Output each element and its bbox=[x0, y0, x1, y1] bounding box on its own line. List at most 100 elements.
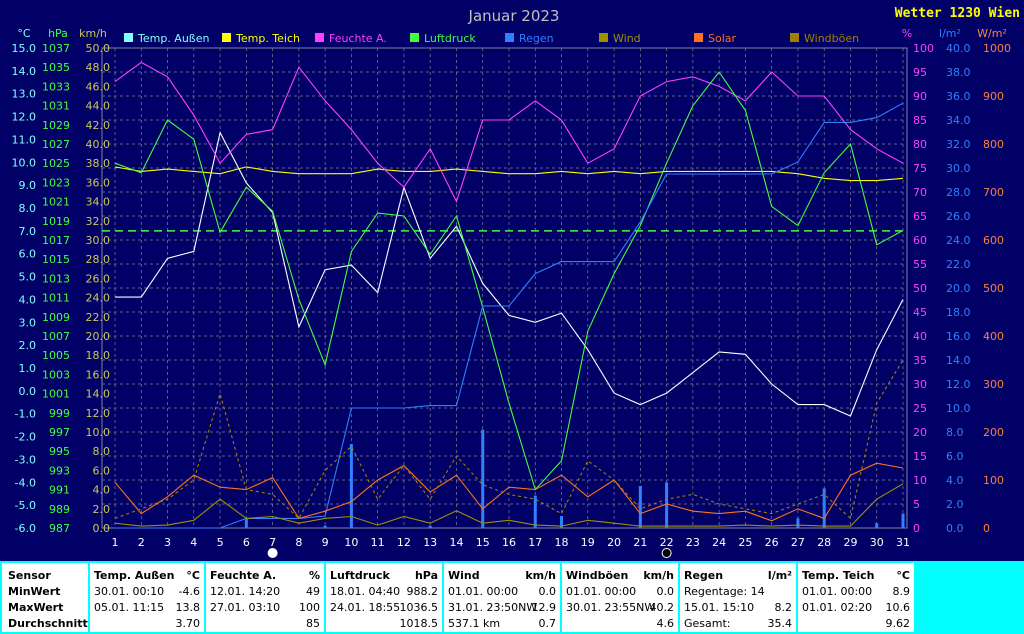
y-tick-label-wind_kmh: 10.0 bbox=[86, 426, 111, 439]
y-tick-label-wind_kmh: 44.0 bbox=[86, 100, 111, 113]
y-tick-label-temp_c: 11.0 bbox=[12, 133, 37, 146]
col-title: Temp. Außen bbox=[94, 569, 175, 582]
col-min-datetime: 12.01. 14:20 bbox=[210, 585, 281, 598]
y-tick-label-solar_wm2: 100 bbox=[983, 474, 1004, 487]
col-min-value: 8.9 bbox=[892, 585, 911, 598]
y-tick-label-rain_lm2: 20.0 bbox=[946, 282, 971, 295]
col-title: Temp. Teich bbox=[802, 569, 875, 582]
x-tick-label: 20 bbox=[607, 536, 621, 549]
x-tick-label: 7 bbox=[269, 536, 276, 549]
y-tick-label-temp_c: 8.0 bbox=[19, 202, 37, 215]
legend-label: Feuchte A. bbox=[329, 32, 387, 45]
rain-day-bar bbox=[481, 429, 485, 528]
legend-swatch bbox=[222, 33, 231, 42]
y-tick-label-temp_c: 1.0 bbox=[19, 362, 37, 375]
col-avg-value: 9.62 bbox=[885, 617, 911, 630]
col-title: Wind bbox=[448, 569, 480, 582]
col-avg-value: 0.7 bbox=[538, 617, 557, 630]
col-min-value: 49 bbox=[306, 585, 320, 598]
summary-col: Temp. Außen °C 30.01. 00:10 -4.6 05.01. 11:1… bbox=[90, 563, 204, 632]
y-tick-label-rain_lm2: 38.0 bbox=[946, 66, 971, 79]
y-tick-label-humidity_pct: 75 bbox=[913, 162, 927, 175]
col-min-datetime: 01.01. 00:00 bbox=[802, 585, 873, 598]
legend-label: Regen bbox=[519, 32, 554, 45]
y-tick-label-temp_c: 7.0 bbox=[19, 225, 37, 238]
x-tick-label: 12 bbox=[397, 536, 411, 549]
y-tick-label-solar_wm2: 600 bbox=[983, 234, 1004, 247]
x-tick-label: 4 bbox=[190, 536, 197, 549]
x-tick-label: 6 bbox=[243, 536, 250, 549]
y-tick-label-temp_c: 14.0 bbox=[12, 65, 37, 78]
label-min: MinWert bbox=[8, 585, 61, 598]
y-tick-label-pressure_hpa: 1025 bbox=[42, 157, 70, 170]
y-tick-label-pressure_hpa: 1037 bbox=[42, 42, 70, 55]
col-unit: km/h bbox=[525, 569, 556, 582]
legend-label: Wind bbox=[613, 32, 641, 45]
col-max-datetime: 24.01. 18:55 bbox=[330, 601, 401, 614]
y-tick-label-wind_kmh: 18.0 bbox=[86, 349, 111, 362]
x-tick-label: 8 bbox=[295, 536, 302, 549]
col-max-value: 40.2 bbox=[649, 601, 675, 614]
col-max-value: 1036.5 bbox=[399, 601, 439, 614]
x-tick-label: 11 bbox=[371, 536, 385, 549]
y-tick-label-wind_kmh: 48.0 bbox=[86, 61, 111, 74]
legend-swatch bbox=[410, 33, 419, 42]
legend-swatch bbox=[124, 33, 133, 42]
col-avg-label: 537.1 km bbox=[448, 617, 501, 630]
y-tick-label-temp_c: 10.0 bbox=[12, 156, 37, 169]
series-line bbox=[114, 359, 904, 520]
y-tick-label-wind_kmh: 38.0 bbox=[86, 157, 111, 170]
rain-day-bar bbox=[533, 495, 537, 528]
y-tick-label-humidity_pct: 40 bbox=[913, 330, 927, 343]
y-tick-label-pressure_hpa: 1033 bbox=[42, 80, 70, 93]
summary-col: Regen l/m² Regentage: 14 15.01. 15:10 8.2 Ges… bbox=[680, 563, 796, 632]
rain-day-bar bbox=[822, 488, 826, 528]
y-tick-label-pressure_hpa: 1021 bbox=[42, 196, 70, 209]
rain-day-bar bbox=[665, 482, 669, 528]
y-tick-label-wind_kmh: 14.0 bbox=[86, 388, 111, 401]
y-tick-label-wind_kmh: 22.0 bbox=[86, 311, 111, 324]
x-tick-label: 2 bbox=[138, 536, 145, 549]
rain-day-bar bbox=[560, 516, 564, 528]
summary-col: Wind km/h 01.01. 00:00 0.0 31.01. 23:50NW 12.… bbox=[444, 563, 560, 632]
legend-swatch bbox=[315, 33, 324, 42]
y-tick-label-rain_lm2: 4.0 bbox=[946, 474, 964, 487]
col-unit: hPa bbox=[414, 569, 438, 582]
y-tick-label-rain_lm2: 10.0 bbox=[946, 402, 971, 415]
axis-label-humidity_pct: % bbox=[902, 27, 912, 40]
y-tick-label-humidity_pct: 25 bbox=[913, 402, 927, 415]
y-tick-label-humidity_pct: 65 bbox=[913, 210, 927, 223]
y-tick-label-wind_kmh: 30.0 bbox=[86, 234, 111, 247]
col-min-datetime: 30.01. 00:10 bbox=[94, 585, 165, 598]
y-tick-label-rain_lm2: 26.0 bbox=[946, 210, 971, 223]
weather-chart: 1 2 3 4 5 6 7 8 9 10 11 12 13 14 15 16 17 18 19 20 21 22 23 24 2… bbox=[11, 6, 1020, 558]
y-tick-label-solar_wm2: 300 bbox=[983, 378, 1004, 391]
col-unit: °C bbox=[186, 569, 200, 582]
y-tick-label-humidity_pct: 5 bbox=[913, 498, 920, 511]
col-max-datetime: 30.01. 23:55NW bbox=[566, 601, 656, 614]
summary-col: Luftdruck hPa 18.01. 04:40 988.2 24.01. 18:5… bbox=[326, 563, 442, 632]
col-min-datetime: 01.01. 00:00 bbox=[448, 585, 519, 598]
y-tick-label-temp_c: -6.0 bbox=[15, 522, 36, 535]
y-tick-label-humidity_pct: 85 bbox=[913, 114, 927, 127]
col-avg-value: 1018.5 bbox=[399, 617, 439, 630]
series-line bbox=[115, 131, 904, 417]
series-line bbox=[114, 61, 904, 204]
y-tick-label-solar_wm2: 400 bbox=[983, 330, 1004, 343]
col-max-datetime: 15.01. 15:10 bbox=[684, 601, 755, 614]
summary-col: Feuchte A.% 12.01. 14:20 49 27.01. 03:10 100… bbox=[206, 563, 324, 632]
col-max-value: 100 bbox=[299, 601, 320, 614]
legend-swatch bbox=[505, 33, 514, 42]
y-tick-label-pressure_hpa: 1007 bbox=[42, 330, 70, 343]
axis-label-wind_kmh: km/h bbox=[79, 27, 107, 40]
y-tick-label-humidity_pct: 55 bbox=[913, 258, 927, 271]
summary-col: Temp. Teich °C 01.01. 00:00 8.9 01.01. 02:20… bbox=[798, 563, 914, 632]
col-unit: km/h bbox=[643, 569, 674, 582]
y-tick-label-pressure_hpa: 1019 bbox=[42, 215, 70, 228]
legend-label: Temp. Außen bbox=[137, 32, 210, 45]
y-tick-label-solar_wm2: 1000 bbox=[983, 42, 1011, 55]
y-tick-label-temp_c: -3.0 bbox=[15, 453, 36, 466]
x-tick-label: 22 bbox=[660, 536, 674, 549]
y-tick-label-wind_kmh: 42.0 bbox=[86, 119, 111, 132]
col-max-value: 13.8 bbox=[175, 601, 201, 614]
